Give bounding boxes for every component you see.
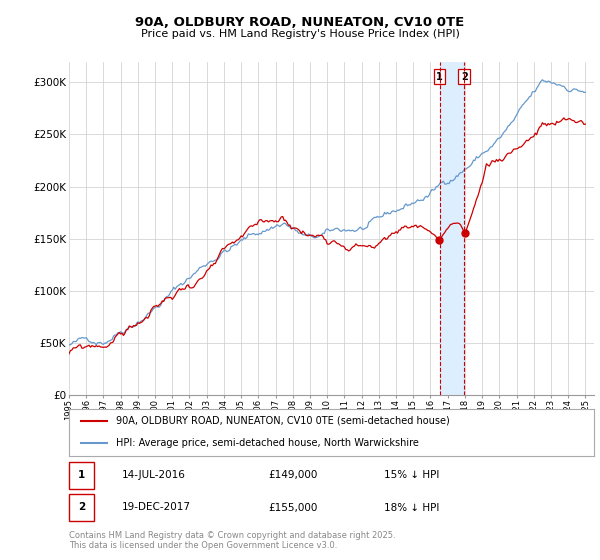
Bar bbox=[440, 62, 464, 395]
Bar bbox=[69, 494, 94, 521]
Text: 2: 2 bbox=[78, 502, 85, 512]
Text: 90A, OLDBURY ROAD, NUNEATON, CV10 0TE (semi-detached house): 90A, OLDBURY ROAD, NUNEATON, CV10 0TE (s… bbox=[116, 416, 450, 426]
Text: £155,000: £155,000 bbox=[269, 502, 318, 512]
Text: Price paid vs. HM Land Registry's House Price Index (HPI): Price paid vs. HM Land Registry's House … bbox=[140, 29, 460, 39]
Text: HPI: Average price, semi-detached house, North Warwickshire: HPI: Average price, semi-detached house,… bbox=[116, 438, 419, 448]
Text: 15% ↓ HPI: 15% ↓ HPI bbox=[384, 470, 439, 480]
Text: 1: 1 bbox=[78, 470, 85, 480]
Text: Contains HM Land Registry data © Crown copyright and database right 2025.
This d: Contains HM Land Registry data © Crown c… bbox=[69, 531, 395, 550]
Text: 14-JUL-2016: 14-JUL-2016 bbox=[121, 470, 185, 480]
Text: 18% ↓ HPI: 18% ↓ HPI bbox=[384, 502, 439, 512]
Text: £149,000: £149,000 bbox=[269, 470, 318, 480]
Bar bbox=[69, 462, 94, 489]
Text: 2: 2 bbox=[461, 72, 467, 82]
Text: 19-DEC-2017: 19-DEC-2017 bbox=[121, 502, 191, 512]
Text: 90A, OLDBURY ROAD, NUNEATON, CV10 0TE: 90A, OLDBURY ROAD, NUNEATON, CV10 0TE bbox=[136, 16, 464, 29]
Text: 1: 1 bbox=[436, 72, 443, 82]
